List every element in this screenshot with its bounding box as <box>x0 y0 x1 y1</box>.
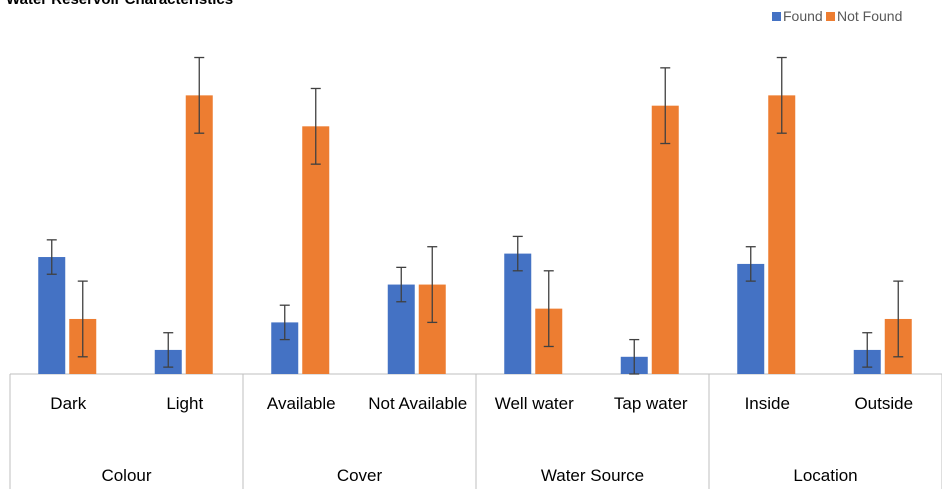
x-tick-label: Inside <box>744 394 790 413</box>
group-label: Location <box>793 466 858 485</box>
legend-swatch <box>826 12 835 21</box>
group-label: Water Source <box>540 466 645 485</box>
x-tick-label: Available <box>266 394 336 413</box>
error-bar <box>396 266 407 303</box>
group-label: Cover <box>336 466 383 485</box>
error-bar <box>660 67 671 145</box>
bar <box>302 126 330 374</box>
bar <box>768 95 796 375</box>
error-bar <box>279 304 290 341</box>
error-bar <box>745 246 756 282</box>
x-tick-label: Well water <box>494 394 574 413</box>
bar <box>737 263 765 374</box>
bar <box>185 95 213 375</box>
error-bar <box>629 338 640 375</box>
legend-label: Not Found <box>837 8 902 24</box>
error-bar <box>543 270 554 348</box>
chart-title: Water Reservoir Characteristics <box>6 0 233 8</box>
group-label: Colour <box>101 466 152 485</box>
error-bar <box>46 239 57 275</box>
error-bar <box>776 56 787 134</box>
legend-label: Found <box>783 8 823 24</box>
bar <box>38 257 66 374</box>
x-tick-label: Light <box>166 394 204 413</box>
bar <box>504 253 532 374</box>
x-tick-label: Outside <box>854 394 914 413</box>
error-bar <box>893 280 904 358</box>
error-bar <box>310 87 321 165</box>
error-bar <box>512 235 523 272</box>
bar <box>651 105 679 375</box>
error-bar <box>194 56 205 134</box>
x-tick-label: Not Available <box>368 394 468 413</box>
legend-swatch <box>772 12 781 21</box>
x-tick-label: Tap water <box>613 394 688 413</box>
x-tick-label: Dark <box>50 394 87 413</box>
error-bar <box>77 280 88 358</box>
error-bar <box>427 246 438 324</box>
error-bar <box>862 332 873 368</box>
error-bar <box>163 332 174 368</box>
